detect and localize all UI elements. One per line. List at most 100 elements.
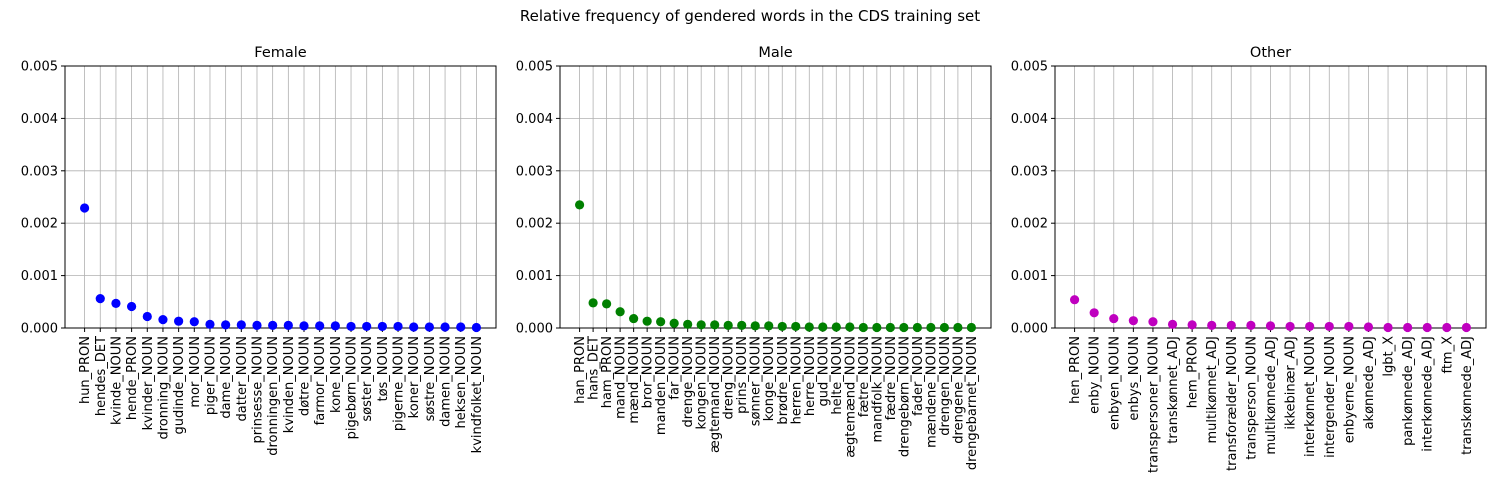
data-point (299, 321, 309, 331)
axes-frame (559, 65, 992, 329)
x-tick-label: kvinder_NOUN (141, 336, 156, 430)
subplot-female: Female 0.000 0.001 0.002 0.003 0.004 0.005 hun_… (21, 45, 497, 456)
data-point (939, 322, 949, 333)
data-point (723, 320, 733, 330)
x-tick-label: transkønnede_ADJ (1460, 336, 1475, 455)
data-point (750, 321, 760, 331)
data-point (424, 322, 434, 332)
data-point (858, 322, 868, 333)
y-tick-label: 0.004 (1011, 112, 1048, 127)
x-tick-label: fætre_NOUN (857, 336, 872, 417)
x-tick-label: mand_NOUN (614, 336, 629, 419)
data-point (346, 321, 356, 332)
data-point (1109, 313, 1119, 324)
data-point (926, 322, 936, 333)
data-point (1324, 321, 1334, 332)
data-point (791, 321, 801, 332)
x-tick-label: mænd_NOUN (627, 336, 642, 424)
data-point (1226, 320, 1236, 330)
data-point (330, 321, 340, 331)
data-point (111, 298, 121, 308)
y-tick-label: 0.002 (1011, 217, 1048, 232)
data-point (409, 322, 419, 332)
axes-frame (64, 65, 497, 329)
data-point (1383, 322, 1393, 333)
subplot-title: Male (758, 45, 792, 61)
x-tick-label: drengebarnet_NOUN (965, 336, 980, 470)
data-point (764, 321, 774, 331)
x-tick-label: fædre_NOUN (884, 336, 899, 420)
x-tick-label: herren_NOUN (789, 336, 804, 424)
data-point (602, 299, 612, 309)
x-tick-label: brødre_NOUN (776, 336, 791, 425)
x-tick-label: konge_NOUN (762, 336, 777, 421)
x-tick-label: hun_PRON (78, 336, 93, 404)
x-tick-label: ftm_X (1440, 336, 1455, 374)
x-tick-label: sønner_NOUN (749, 336, 764, 426)
y-tick-label: 0.000 (516, 322, 553, 337)
y-tick-label: 0.001 (516, 269, 553, 284)
x-tick-label: lgbt_X (1382, 336, 1397, 377)
x-tick-label: søstre_NOUN (423, 336, 438, 421)
x-tick-label: ham_PRON (600, 336, 615, 408)
figure-title: Relative frequency of gendered words in … (519, 7, 981, 25)
data-point (1265, 321, 1276, 331)
x-tick-label: hende_PRON (125, 336, 140, 420)
data-point (1285, 321, 1295, 332)
y-tick-label: 0.001 (1011, 269, 1048, 284)
data-point (615, 307, 625, 317)
data-point (268, 320, 278, 330)
x-tick-label: bror_NOUN (641, 336, 656, 408)
data-point (1305, 321, 1315, 332)
data-point (205, 319, 215, 329)
data-point (393, 321, 403, 332)
data-point (1363, 322, 1374, 332)
data-point (362, 321, 372, 332)
y-tick-label: 0.000 (21, 322, 58, 337)
data-point (252, 320, 262, 330)
data-point (158, 315, 168, 325)
x-tick-label: interkønnede_ADJ (1421, 336, 1436, 452)
data-point (221, 320, 231, 330)
x-tick-label: prins_NOUN (735, 336, 750, 414)
x-tick-label: pankønnede_ADJ (1401, 336, 1416, 446)
data-point (656, 317, 666, 327)
data-point (831, 322, 841, 332)
x-tick-label: enbyen_NOUN (1107, 336, 1122, 430)
x-tick-label: akønnede_ADJ (1362, 336, 1377, 429)
x-tick-label: prinsesse_NOUN (250, 336, 265, 443)
data-point (885, 322, 895, 333)
x-tick-label: mandfolk_NOUN (870, 336, 885, 443)
x-tick-label: kone_NOUN (329, 336, 344, 413)
data-point (1089, 308, 1099, 318)
x-tick-label: pigerne_NOUN (392, 336, 407, 431)
x-tick-label: kvindfolket_NOUN (470, 336, 485, 453)
data-point (1246, 320, 1256, 330)
x-tick-label: transkønnet_ADJ (1166, 336, 1181, 444)
y-tick-label: 0.000 (1011, 322, 1048, 337)
subplot-title: Other (1250, 45, 1291, 61)
x-tick-label: herre_NOUN (803, 336, 818, 416)
x-tick-label: transforælder_NOUN (1225, 336, 1240, 471)
data-point (456, 322, 466, 332)
data-point (872, 322, 882, 333)
subplot-other: Other 0.000 0.001 0.002 0.003 0.004 0.005 hen_P… (1011, 45, 1487, 473)
x-tick-label: dronning_NOUN (156, 336, 171, 440)
data-point (236, 320, 246, 330)
x-tick-label: multikønnede_ADJ (1264, 336, 1279, 455)
y-tick-label: 0.004 (21, 112, 58, 127)
data-point (377, 321, 387, 332)
data-point (1461, 322, 1472, 333)
data-point (471, 322, 482, 333)
y-tick-label: 0.003 (21, 164, 58, 179)
x-tick-label: datter_NOUN (235, 336, 250, 421)
subplot-male: Male 0.000 0.001 0.002 0.003 0.004 0.005 han_PR… (516, 45, 992, 470)
x-tick-label: koner_NOUN (407, 336, 422, 418)
y-tick-label: 0.005 (21, 60, 58, 75)
x-tick-label: tøs_NOUN (376, 336, 391, 402)
data-point (1422, 322, 1432, 333)
data-point (669, 318, 679, 328)
data-point (629, 313, 639, 324)
data-point (710, 320, 720, 330)
